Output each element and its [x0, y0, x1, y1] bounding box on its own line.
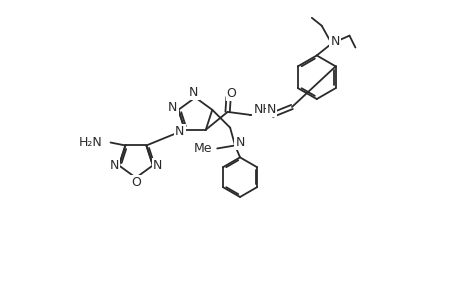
Text: N: N	[266, 103, 275, 116]
Text: N: N	[153, 159, 162, 172]
Text: N: N	[175, 125, 184, 138]
Text: O: O	[131, 176, 140, 189]
Text: NH: NH	[253, 103, 272, 116]
Text: H₂N: H₂N	[78, 136, 102, 149]
Text: N: N	[235, 136, 244, 149]
Text: N: N	[330, 35, 339, 48]
Text: N: N	[109, 159, 118, 172]
Text: Me: Me	[193, 142, 212, 155]
Text: N: N	[168, 101, 177, 114]
Text: N: N	[189, 85, 198, 98]
Text: O: O	[226, 87, 236, 100]
